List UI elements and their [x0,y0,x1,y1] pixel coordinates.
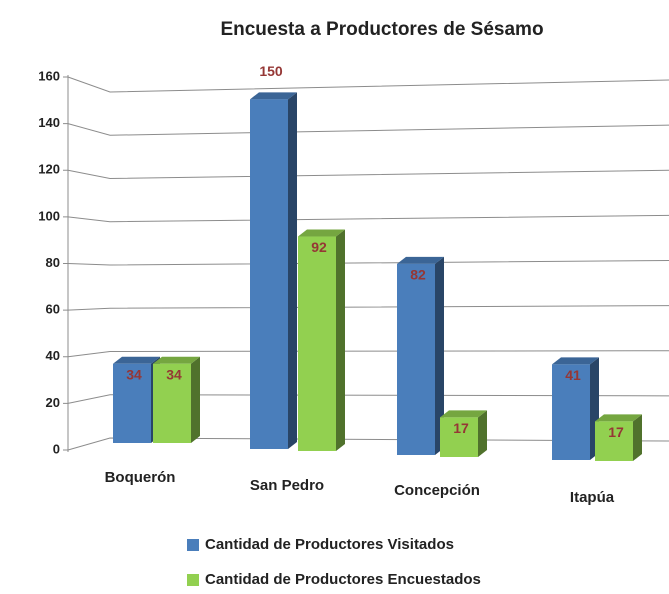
legend-label: Cantidad de Productores Visitados [205,536,454,553]
y-tick-label: 60 [46,302,60,317]
grid-line [67,394,669,404]
grid-line [67,76,669,93]
bar-top [397,256,444,264]
y-tick-label: 20 [46,395,60,410]
value-label: 17 [453,420,469,436]
bar [298,236,336,451]
bar-side [435,256,444,455]
y-tick-label: 140 [38,115,60,130]
y-tick-label: 40 [46,348,60,363]
grid-line [67,169,669,180]
value-label: 82 [410,267,426,283]
y-tick-label: 160 [38,68,60,83]
legend-label: Cantidad de Productores Encuestados [205,571,481,588]
bar-top [440,410,487,418]
bar-side [633,414,642,461]
value-label: 34 [126,366,142,382]
bar-top [153,356,200,364]
value-label: 150 [259,63,283,79]
bar-top [595,414,642,422]
legend-swatch [187,539,199,551]
value-label: 92 [311,239,327,255]
x-tick-label: Itapúa [570,489,615,506]
bar-side [336,229,345,451]
grid-line [67,214,669,223]
value-label: 17 [608,424,624,440]
bar [397,263,435,455]
bar-top [298,229,345,237]
bar-side [191,356,200,443]
value-label: 41 [565,367,581,383]
grid-line [67,305,669,311]
x-tick-label: Boquerón [105,469,176,486]
bar [153,363,191,443]
bar [552,364,590,460]
grid-line [67,123,669,136]
bar [250,99,288,449]
x-tick-label: Concepción [394,482,480,499]
bar [440,417,478,457]
bar [595,421,633,461]
x-tick-label: San Pedro [250,477,324,494]
value-label: 34 [166,366,182,382]
y-tick-label: 100 [38,208,60,223]
y-tick-label: 80 [46,255,60,270]
legend-swatch [187,574,199,586]
bar-side [478,410,487,457]
chart-title: Encuesta a Productores de Sésamo [220,19,543,40]
bar-top [113,356,160,364]
y-tick-label: 0 [53,441,60,456]
bar-side [288,92,297,449]
grid-line [67,350,669,358]
y-tick-label: 120 [38,162,60,177]
bar-top [552,357,599,365]
bar-top [250,92,297,100]
bar [113,363,151,443]
grid-line [67,260,669,266]
